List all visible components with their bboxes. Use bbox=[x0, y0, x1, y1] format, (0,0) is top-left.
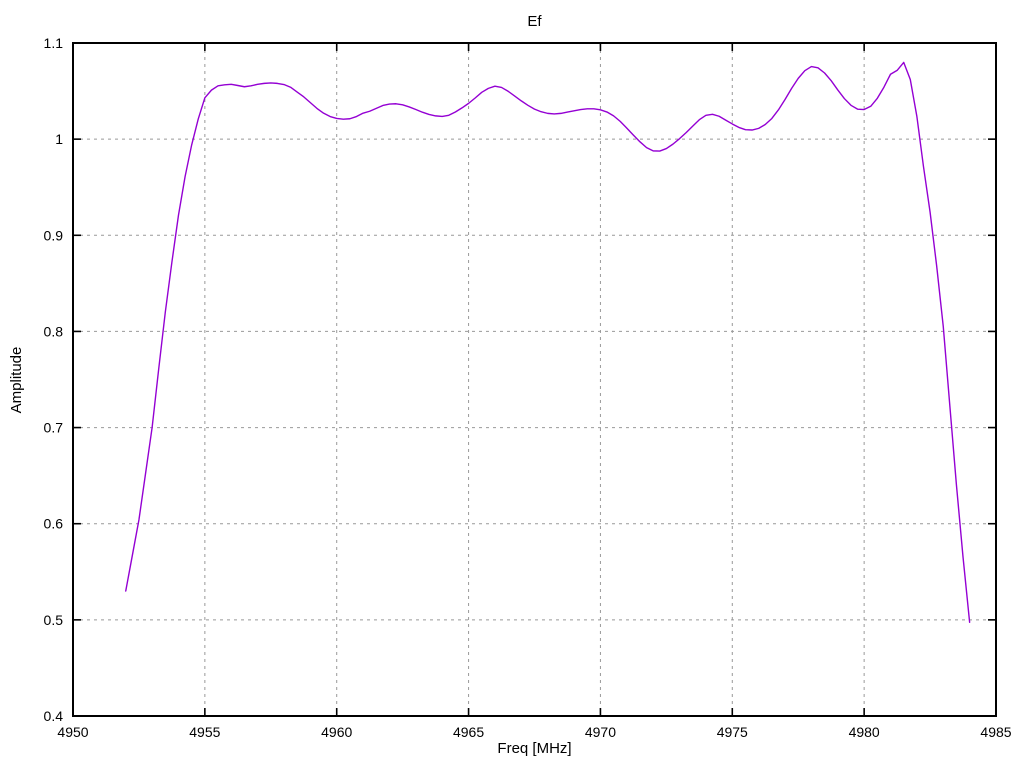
y-tick-label: 0.9 bbox=[44, 227, 64, 243]
y-tick-label: 0.7 bbox=[44, 420, 64, 436]
x-tick-label: 4965 bbox=[453, 724, 484, 740]
y-tick-label: 0.8 bbox=[44, 323, 64, 339]
x-tick-label: 4950 bbox=[57, 724, 88, 740]
tick-label-layer: 4950 4955 4960 4965 4970 4975 4980 4985 0.4 0.5 0.… bbox=[44, 35, 1012, 740]
x-tick-label: 4955 bbox=[189, 724, 220, 740]
y-tick-label: 0.6 bbox=[44, 516, 64, 532]
y-tick-label: 0.5 bbox=[44, 612, 64, 628]
y-tick-label: 0.4 bbox=[44, 708, 64, 724]
x-tick-label: 4970 bbox=[585, 724, 616, 740]
x-tick-label: 4960 bbox=[321, 724, 352, 740]
data-line-Ef bbox=[125, 61, 971, 623]
x-axis-label: Freq [MHz] bbox=[497, 740, 571, 757]
x-tick-label: 4975 bbox=[717, 724, 748, 740]
series-layer bbox=[125, 61, 971, 623]
axes-layer bbox=[72, 42, 997, 717]
y-tick-label: 1 bbox=[55, 131, 63, 147]
x-tick-label: 4980 bbox=[849, 724, 880, 740]
grid-layer bbox=[73, 43, 996, 716]
plot-border bbox=[72, 42, 997, 717]
x-tick-label: 4985 bbox=[980, 724, 1011, 740]
y-axis-label: Amplitude bbox=[8, 347, 25, 414]
chart-title: Ef bbox=[527, 13, 542, 30]
y-tick-label: 1.1 bbox=[44, 35, 64, 51]
